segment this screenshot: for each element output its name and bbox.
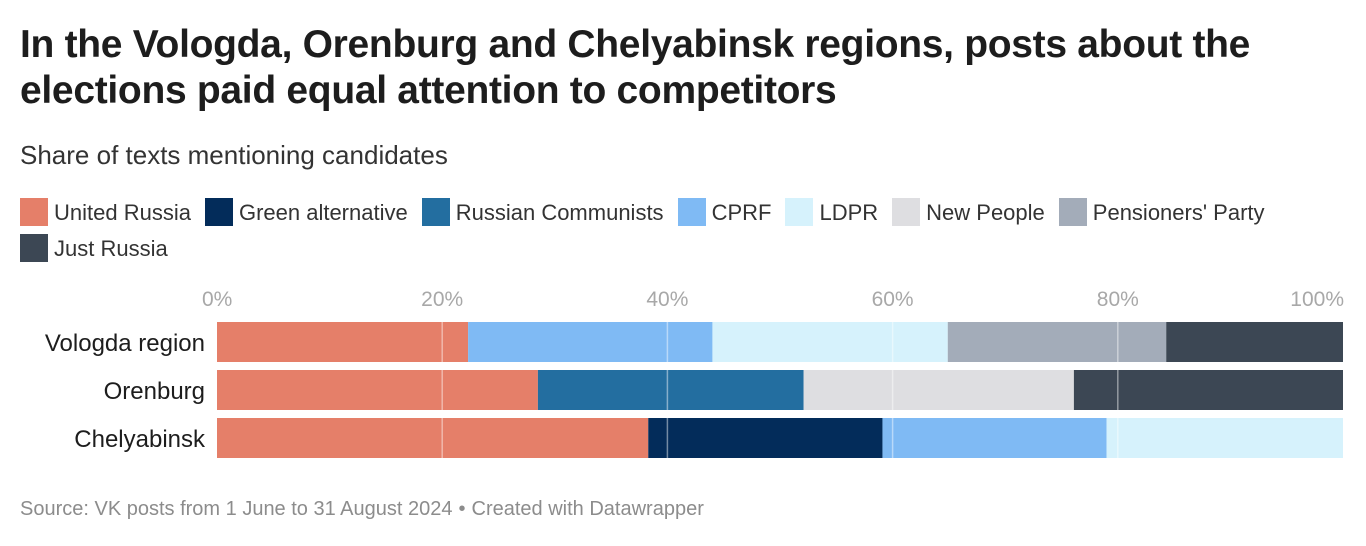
legend-item: Green alternative — [204, 195, 408, 231]
stacked-bar-chart: Vologda region Orenburg Chelyabinsk 0% 20% 40… — [45, 288, 1344, 458]
bar-segment — [537, 370, 804, 410]
legend-label: New People — [926, 200, 1045, 225]
legend-item: CPRF — [677, 195, 772, 231]
credit-text: Created with Datawrapper — [471, 498, 704, 520]
source-note: Source: VK posts from 1 June to 31 Augus… — [20, 498, 704, 521]
bar-segment — [468, 322, 713, 362]
legend-label: CPRF — [711, 200, 772, 225]
legend-swatch — [677, 198, 706, 226]
legend-item: Pensioners' Party — [1058, 195, 1265, 231]
legend: United Russia Green alternative Russian Co… — [20, 195, 1350, 267]
legend-label: LDPR — [819, 200, 879, 225]
legend-item: Just Russia — [20, 231, 168, 267]
legend-label: Green alternative — [238, 200, 408, 225]
legend-label: Pensioners' Party — [1092, 200, 1265, 225]
legend-swatch — [20, 234, 48, 262]
legend-swatch — [892, 198, 921, 226]
legend-swatch — [421, 198, 450, 226]
bar-segment — [217, 322, 469, 362]
legend-swatch — [204, 198, 233, 226]
legend-item: LDPR — [785, 195, 878, 231]
legend-item: United Russia — [20, 195, 191, 231]
x-tick-label: 60% — [872, 288, 914, 311]
x-tick-label: 80% — [1097, 288, 1139, 311]
legend-label: Russian Communists — [455, 200, 664, 225]
bar-segment — [1073, 370, 1343, 410]
category-label: Orenburg — [104, 378, 205, 405]
x-tick-label: 20% — [421, 288, 463, 311]
bar-segment — [803, 370, 1074, 410]
bar-segment — [947, 322, 1167, 362]
legend-swatch — [1058, 198, 1087, 226]
legend-item: New People — [892, 195, 1045, 231]
x-tick-label: 100% — [1290, 288, 1344, 311]
bar-segment — [217, 418, 649, 458]
x-tick-label: 0% — [202, 288, 232, 311]
category-label: Vologda region — [45, 330, 205, 357]
bar-segment — [1106, 418, 1343, 458]
chart-title: In the Vologda, Orenburg and Chelyabinsk… — [20, 23, 1251, 112]
bar-segment — [1166, 322, 1343, 362]
category-label: Chelyabinsk — [74, 426, 206, 453]
legend-swatch — [785, 198, 814, 226]
bar-segment — [882, 418, 1107, 458]
x-tick-label: 40% — [646, 288, 688, 311]
legend-label: Just Russia — [54, 236, 168, 261]
chart-subtitle: Share of texts mentioning candidates — [20, 140, 448, 170]
source-text: Source: VK posts from 1 June to 31 Augus… — [20, 498, 453, 520]
legend-swatch — [20, 198, 48, 226]
bar-segment — [217, 370, 538, 410]
bar-segment — [648, 418, 883, 458]
bar-segment — [712, 322, 948, 362]
legend-label: United Russia — [54, 200, 191, 225]
legend-item: Russian Communists — [421, 195, 664, 231]
source-separator: • — [458, 498, 466, 520]
